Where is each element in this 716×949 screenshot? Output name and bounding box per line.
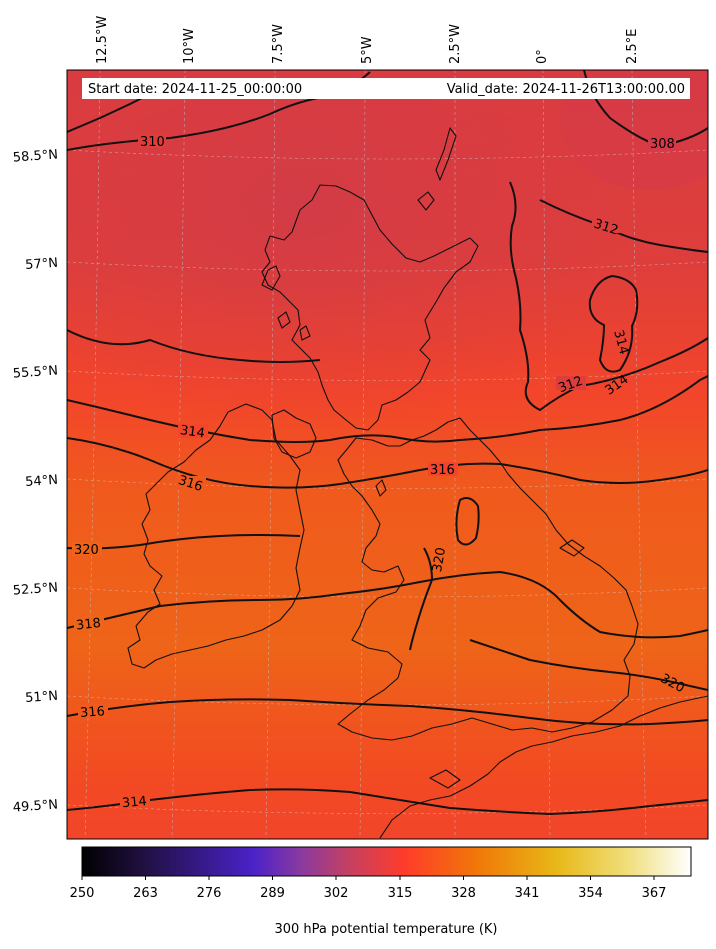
- northern-ireland-coast: [271, 409, 317, 459]
- lon-label-2.5E: 2.5°E: [625, 29, 640, 64]
- cb-tick-341: 341: [515, 886, 540, 901]
- contour-316-loop: [455, 497, 480, 546]
- cb-tick-263: 263: [133, 886, 158, 901]
- graticule: [67, 70, 708, 839]
- contour-label-320-west: 320: [74, 543, 99, 558]
- contour-312-north: [67, 329, 321, 363]
- scotland-coast: [261, 184, 479, 431]
- lat-label-54N: 54°N: [25, 473, 59, 490]
- ireland-coast: [127, 403, 305, 669]
- contour-318: [67, 571, 708, 639]
- cb-tick-289: 289: [260, 886, 285, 901]
- contour-label-314-ring: 314: [610, 328, 631, 356]
- cb-tick-315: 315: [388, 886, 413, 901]
- contour-label-316-north: 316: [430, 463, 455, 478]
- contour-312-east: [509, 181, 708, 411]
- longitude-labels: 12.5°W 10°W 7.5°W 5°W 2.5°W 0° 2.5°E: [95, 16, 640, 64]
- lon-label-0: 0°: [535, 49, 550, 64]
- header-box: [82, 78, 690, 99]
- contour-314: [67, 375, 708, 443]
- contour-314-south: [67, 788, 708, 815]
- lat-label-55.5N: 55.5°N: [12, 363, 58, 381]
- valid-date-label: Valid_date: 2024-11-26T13:00:00.00: [447, 82, 685, 97]
- cb-tick-250: 250: [70, 886, 95, 901]
- coastlines: [127, 127, 708, 839]
- cb-tick-354: 354: [578, 886, 603, 901]
- colorbar: 250 263 276 289 302 315 328 341 354 367 …: [70, 846, 692, 937]
- contour-label-314: 314: [179, 423, 206, 441]
- colorbar-title: 300 hPa potential temperature (K): [274, 922, 497, 937]
- contour-316-south: [67, 698, 708, 726]
- colorbar-tick-labels: 250 263 276 289 302 315 328 341 354 367: [70, 886, 667, 901]
- france-coast: [379, 695, 708, 839]
- contour-label-316-west: 316: [176, 473, 204, 495]
- map-frame: [66, 69, 709, 840]
- contour-314-ring: [588, 275, 639, 373]
- contour-label-312-ne: 312: [592, 217, 620, 239]
- contour-label-314-south: 314: [121, 794, 147, 811]
- cold-core-shading: [67, 80, 630, 440]
- lon-label-10W: 10°W: [182, 28, 197, 64]
- contour-label-310: 310: [140, 135, 165, 150]
- contour-320-central: [409, 547, 433, 651]
- lon-label-7.5W: 7.5°W: [271, 24, 286, 64]
- cb-tick-328: 328: [451, 886, 476, 901]
- contour-320-east: [469, 639, 708, 691]
- cb-tick-276: 276: [197, 886, 222, 901]
- contour-label-316-south: 316: [80, 704, 106, 721]
- cb-tick-302: 302: [324, 886, 349, 901]
- colorbar-ticks: [81, 876, 655, 880]
- lat-label-52.5N: 52.5°N: [12, 580, 58, 598]
- map-panel: 308 310 308 312 314 312 314 314 316 316 …: [67, 70, 708, 839]
- contour-312-ring: [539, 199, 708, 253]
- england-wales-coast: [337, 417, 639, 741]
- lon-label-12.5W: 12.5°W: [95, 16, 110, 64]
- contour-label-320-central: 320: [430, 546, 449, 573]
- lon-label-5W: 5°W: [360, 36, 375, 64]
- contour-316-north: [67, 437, 708, 489]
- latitude-labels: 58.5°N 57°N 55.5°N 54°N 52.5°N 51°N 49.5…: [12, 147, 58, 815]
- start-date-label: Start date: 2024-11-25_00:00:00: [88, 82, 302, 97]
- lat-label-49.5N: 49.5°N: [12, 797, 58, 815]
- lat-label-58.5N: 58.5°N: [12, 147, 58, 165]
- colorbar-gradient: [81, 846, 692, 877]
- contour-label-318: 318: [75, 616, 101, 634]
- lon-label-2.5W: 2.5°W: [448, 24, 463, 64]
- cb-tick-367: 367: [642, 886, 667, 901]
- lat-label-51N: 51°N: [25, 689, 59, 706]
- lat-label-57N: 57°N: [25, 256, 59, 273]
- contour-label-308-ne: 308: [650, 137, 675, 152]
